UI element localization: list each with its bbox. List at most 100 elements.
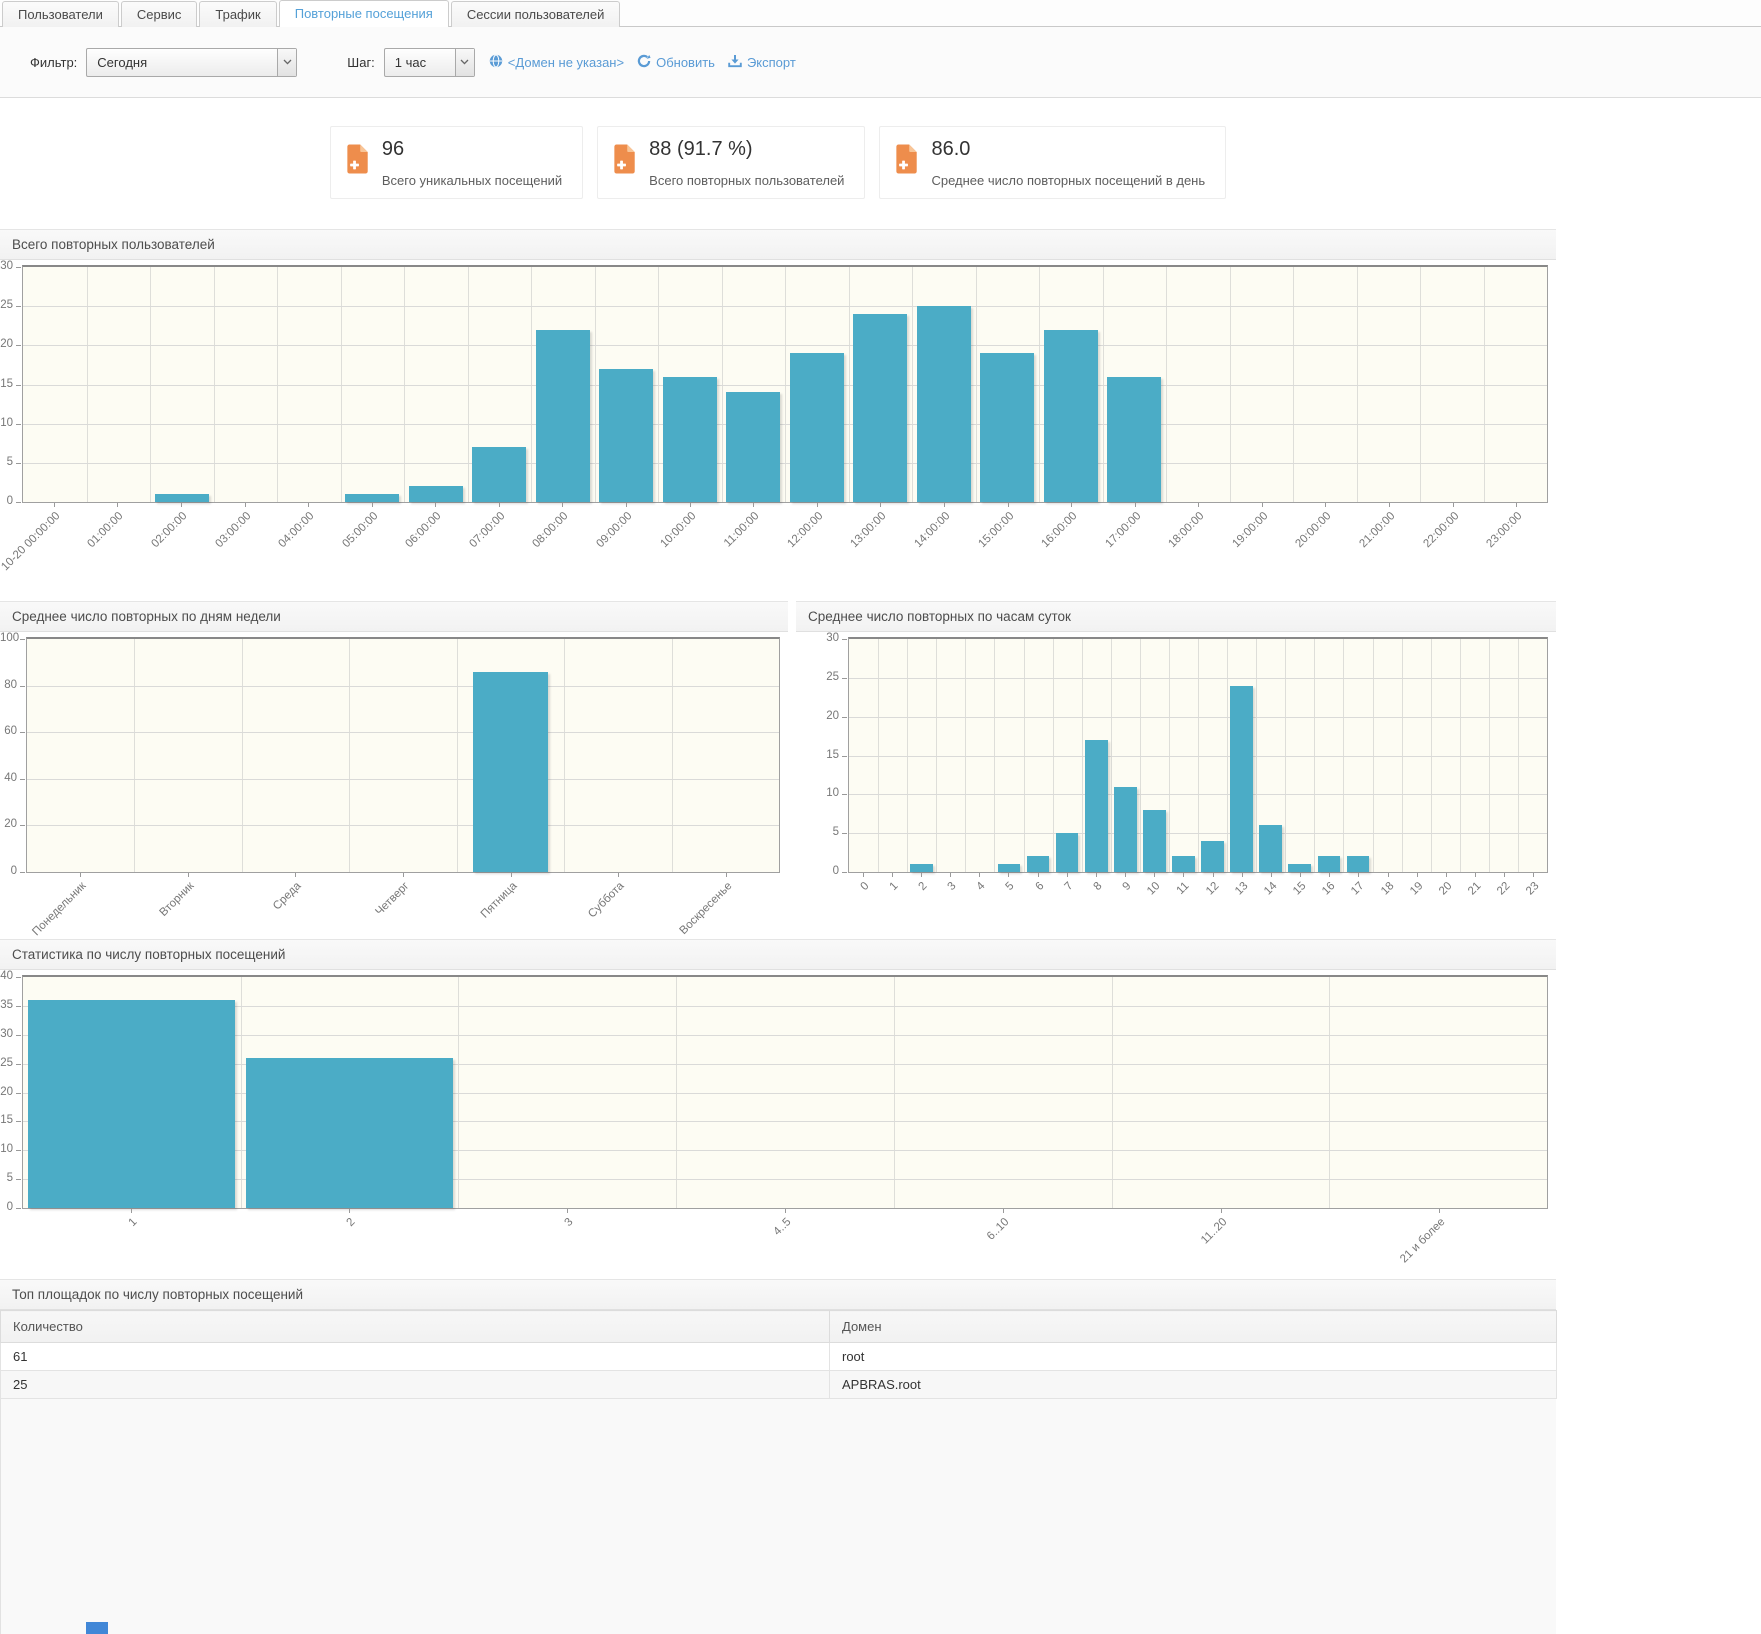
tab-traffic[interactable]: Трафик (199, 1, 277, 27)
x-axis-tick (1261, 503, 1263, 507)
x-axis-label: 0 (858, 880, 872, 894)
tab-repeat-visits[interactable]: Повторные посещения (278, 0, 449, 27)
gridline (456, 639, 458, 872)
x-axis-label: 19:00:00 (1230, 510, 1271, 551)
filter-select[interactable]: Сегодня (86, 47, 298, 77)
stat-cards: 96 Всего уникальных посещений 88 (91.7 %) В… (0, 126, 1556, 199)
tab-service[interactable]: Сервис (120, 1, 198, 27)
x-axis-label: 05:00:00 (340, 510, 381, 551)
x-axis-label: Понедельник (30, 880, 89, 939)
y-axis-label: 10 (0, 416, 13, 429)
gridline (27, 825, 779, 827)
x-axis-label: 3 (562, 1216, 576, 1230)
chart-panel-repeat-by-hour: Среднее число повторных по часам суток 0… (796, 601, 1556, 935)
x-axis-tick (726, 873, 728, 877)
gridline (23, 1034, 1547, 1036)
x-axis-tick (1475, 873, 1477, 877)
gridline (134, 639, 136, 872)
bar (345, 494, 400, 502)
x-axis-tick (435, 503, 437, 507)
tab-users[interactable]: Пользователи (2, 1, 119, 27)
bar (1084, 739, 1108, 872)
x-axis-label: 23:00:00 (1484, 510, 1525, 551)
y-axis-label: 25 (0, 299, 13, 312)
refresh-link[interactable]: Обновить (637, 54, 715, 71)
y-axis-label: 10 (826, 787, 839, 800)
gridline (849, 716, 1547, 718)
y-axis-label: 5 (6, 455, 13, 468)
y-axis-label: 30 (826, 632, 839, 644)
x-axis-tick (1445, 873, 1447, 877)
bar (599, 368, 654, 502)
x-axis-label: Суббота (586, 880, 627, 921)
x-axis-label: 8 (1091, 880, 1105, 894)
x-axis-tick (1329, 873, 1331, 877)
x-axis-labels: Понедельник Вторник Среда Четверг Пятница Суб… (26, 873, 780, 939)
charts-row: Среднее число повторных по дням недели 0… (0, 601, 1556, 939)
document-plus-icon (347, 144, 368, 174)
x-axis-label: 18 (1378, 880, 1397, 898)
y-axis-tick (842, 755, 847, 757)
x-axis-tick (1387, 873, 1389, 877)
tab-user-sessions[interactable]: Сессии пользователей (450, 1, 621, 27)
table-cell: 61 (0, 1342, 830, 1371)
bar (472, 671, 549, 872)
stat-card: 88 (91.7 %) Всего повторных пользователей (597, 126, 866, 199)
x-axis-tick (979, 873, 981, 877)
x-axis-tick (920, 873, 922, 877)
x-axis-tick (1300, 873, 1302, 877)
step-select[interactable]: 1 час (383, 47, 475, 77)
bottom-area (0, 1399, 1556, 1634)
x-axis-tick (753, 503, 755, 507)
y-axis-tick (16, 1034, 21, 1036)
y-axis-tick (20, 872, 25, 873)
x-axis-label: 03:00:00 (212, 510, 254, 551)
x-axis-label: 12 (1203, 880, 1222, 898)
x-axis-label: 1 (887, 880, 901, 894)
x-axis-label: 1 (126, 1216, 140, 1230)
y-axis-label: 0 (6, 1201, 13, 1213)
y-axis-label: 80 (4, 678, 17, 691)
bar (853, 314, 908, 502)
x-axis-label: 04:00:00 (276, 510, 317, 551)
x-axis-label: 17 (1349, 880, 1367, 898)
x-axis-label: Среда (271, 880, 304, 913)
x-axis-label: 4..5 (771, 1216, 794, 1239)
x-axis-label: 11:00:00 (722, 510, 762, 550)
x-axis-tick (1037, 873, 1039, 877)
y-axis-tick (16, 462, 21, 464)
document-plus-icon (896, 144, 918, 174)
tab-bar: Пользователи Сервис Трафик Повторные посеще… (0, 0, 1761, 27)
x-axis-tick (1095, 873, 1097, 877)
y-axis-tick (20, 685, 25, 687)
x-axis-labels: 10-20 00:00:00 01:00:00 02:00:00 03:00:00 04… (0, 503, 1548, 595)
x-axis-label: 16:00:00 (1039, 510, 1080, 551)
y-axis-label: 5 (832, 826, 839, 839)
gridline (23, 1179, 1547, 1181)
x-axis-tick (1007, 503, 1009, 507)
x-axis-tick (1134, 503, 1136, 507)
stat-card-label: Среднее число повторных посещений в день (931, 173, 1206, 188)
export-link[interactable]: Экспорт (728, 54, 796, 71)
x-axis-tick (567, 1209, 568, 1213)
stat-card-value: 86.0 (931, 138, 971, 160)
x-axis-tick (498, 503, 500, 507)
x-axis-tick (1221, 1209, 1222, 1213)
gridline (849, 794, 1547, 796)
y-axis-tick (16, 1208, 21, 1209)
domain-link[interactable]: <Домен не указан> (489, 54, 624, 71)
table-row: 61 root (0, 1342, 1557, 1371)
x-axis-tick (349, 1209, 350, 1213)
plot (26, 637, 780, 873)
refresh-icon (637, 54, 651, 71)
bar (1230, 685, 1253, 872)
bar (910, 864, 934, 872)
x-axis-label: 3 (945, 880, 959, 894)
bar (154, 494, 209, 502)
x-axis-labels: 0 1 2 3 4 5 6 7 8 9 10 11 12 13 14 15 16 17 18 19 20 21 22 23 (848, 873, 1548, 935)
stat-card: 96 Всего уникальных посещений (329, 126, 584, 199)
x-axis-label: Четверг (373, 880, 412, 919)
x-axis-label: 13 (1232, 880, 1251, 898)
top-domains-panel: Топ площадок по числу повторных посещени… (0, 1279, 1557, 1399)
x-axis-tick (1533, 873, 1535, 877)
